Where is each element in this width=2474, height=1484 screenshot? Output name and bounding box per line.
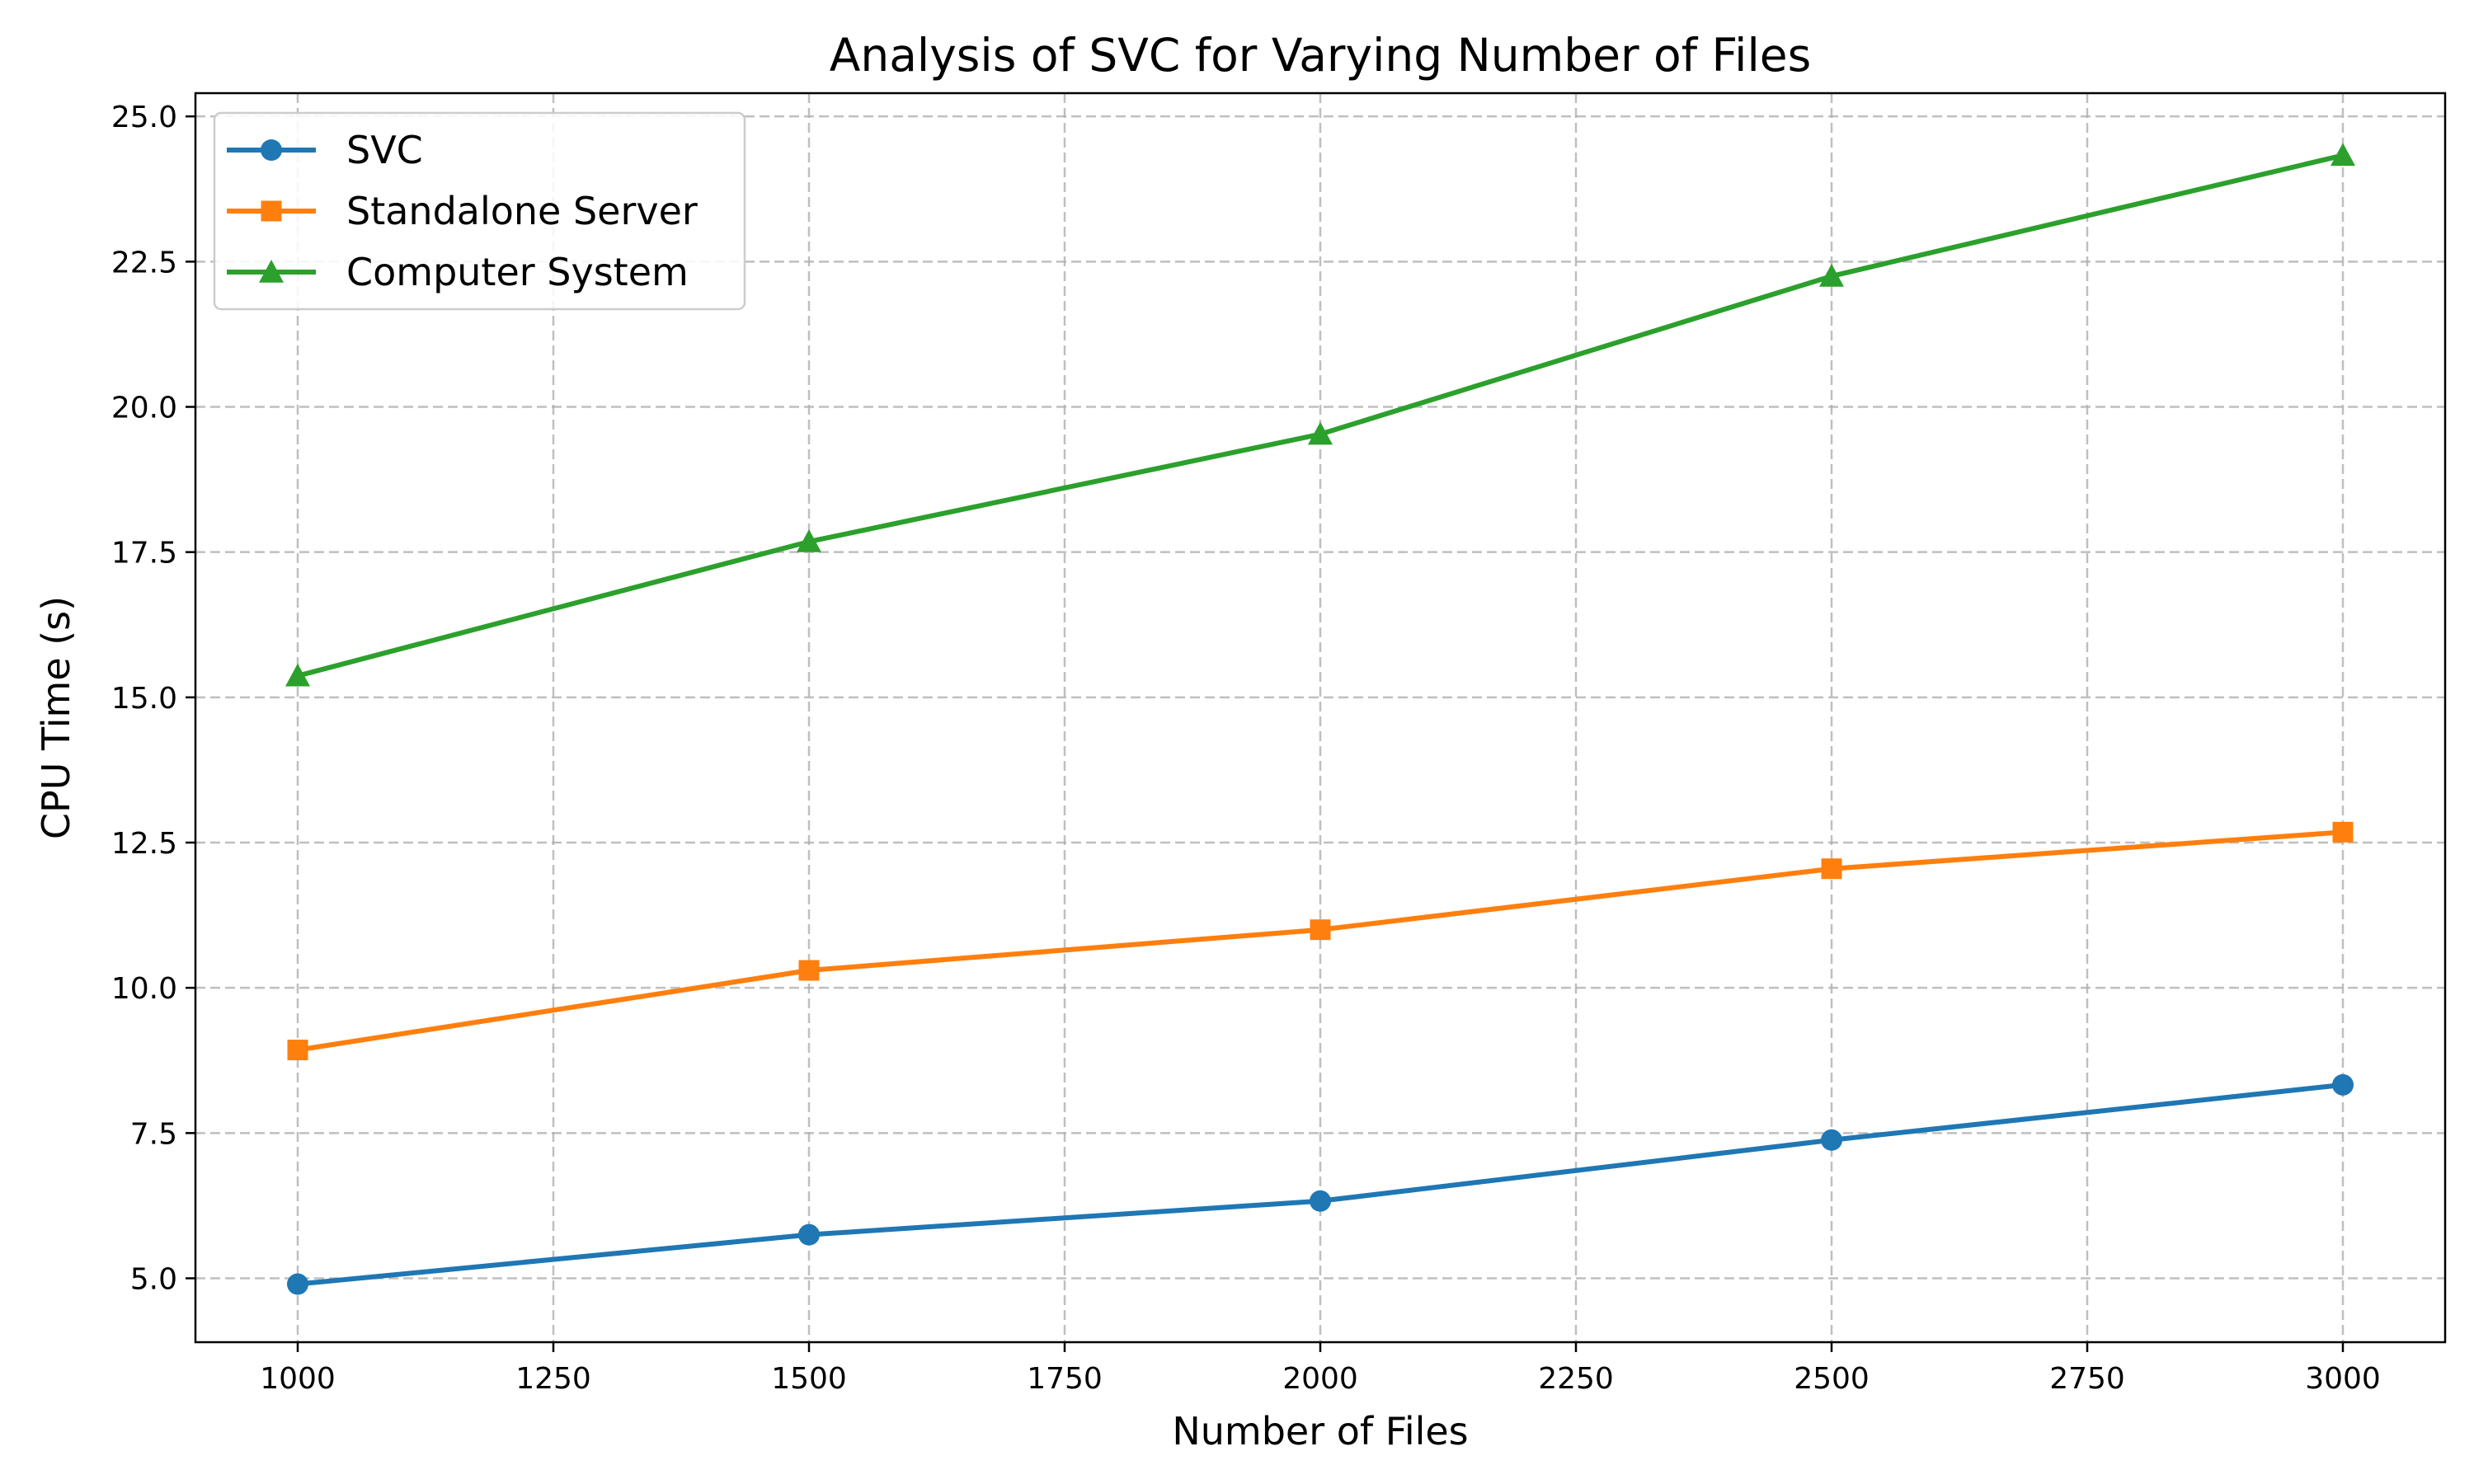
data-point-standalone-server xyxy=(287,1040,308,1061)
data-point-computer-system xyxy=(2331,143,2355,167)
legend-marker-standalone-server xyxy=(261,200,282,222)
data-point-svc xyxy=(2332,1073,2354,1096)
y-tick-label: 20.0 xyxy=(111,392,177,425)
data-point-standalone-server xyxy=(1310,919,1331,941)
x-tick-label: 2750 xyxy=(2049,1362,2125,1396)
data-point-svc xyxy=(287,1273,308,1295)
data-point-svc xyxy=(1310,1190,1331,1212)
legend-marker-computer-system xyxy=(259,260,284,283)
y-tick-label: 12.5 xyxy=(111,827,177,861)
x-tick-label: 1250 xyxy=(515,1362,591,1396)
legend-label-standalone-server: Standalone Server xyxy=(346,189,698,233)
x-tick-label: 2000 xyxy=(1282,1362,1358,1396)
y-tick-label: 15.0 xyxy=(111,682,177,716)
x-tick-label: 1500 xyxy=(771,1362,847,1396)
data-point-computer-system xyxy=(1819,263,1844,287)
data-point-standalone-server xyxy=(798,960,820,981)
y-tick-label: 7.5 xyxy=(130,1117,177,1151)
data-point-computer-system xyxy=(1308,421,1333,445)
legend-marker-svc xyxy=(261,139,282,161)
data-point-svc xyxy=(1821,1129,1842,1151)
data-point-standalone-server xyxy=(1821,858,1842,880)
x-tick-label: 3000 xyxy=(2305,1362,2381,1396)
data-point-computer-system xyxy=(797,528,821,552)
data-point-svc xyxy=(798,1223,820,1246)
legend-box xyxy=(213,111,746,311)
y-tick-label: 22.5 xyxy=(111,246,177,279)
axis-ticks: 1000 1250 1500 1750 2000 2250 2500 2750 3000 5.0 7… xyxy=(111,101,2381,1396)
legend: SVC Standalone Server Computer System xyxy=(213,111,746,311)
x-axis-title: Number of Files xyxy=(1172,1409,1468,1453)
data-point-standalone-server xyxy=(2332,821,2354,843)
x-tick-label: 2250 xyxy=(1538,1362,1614,1396)
y-tick-label: 5.0 xyxy=(130,1262,177,1296)
y-tick-label: 25.0 xyxy=(111,101,177,134)
y-tick-label: 10.0 xyxy=(111,972,177,1006)
chart-title: Analysis of SVC for Varying Number of Fi… xyxy=(830,29,1811,82)
x-tick-label: 1000 xyxy=(260,1362,336,1396)
legend-label-svc: SVC xyxy=(346,128,423,172)
data-point-computer-system xyxy=(285,663,310,687)
legend-label-computer-system: Computer System xyxy=(346,250,689,294)
x-tick-label: 1750 xyxy=(1027,1362,1103,1396)
x-tick-label: 2500 xyxy=(1794,1362,1870,1396)
series-markers xyxy=(285,143,2355,1295)
y-axis-title: CPU Time (s) xyxy=(34,596,78,839)
y-tick-label: 17.5 xyxy=(111,537,177,571)
